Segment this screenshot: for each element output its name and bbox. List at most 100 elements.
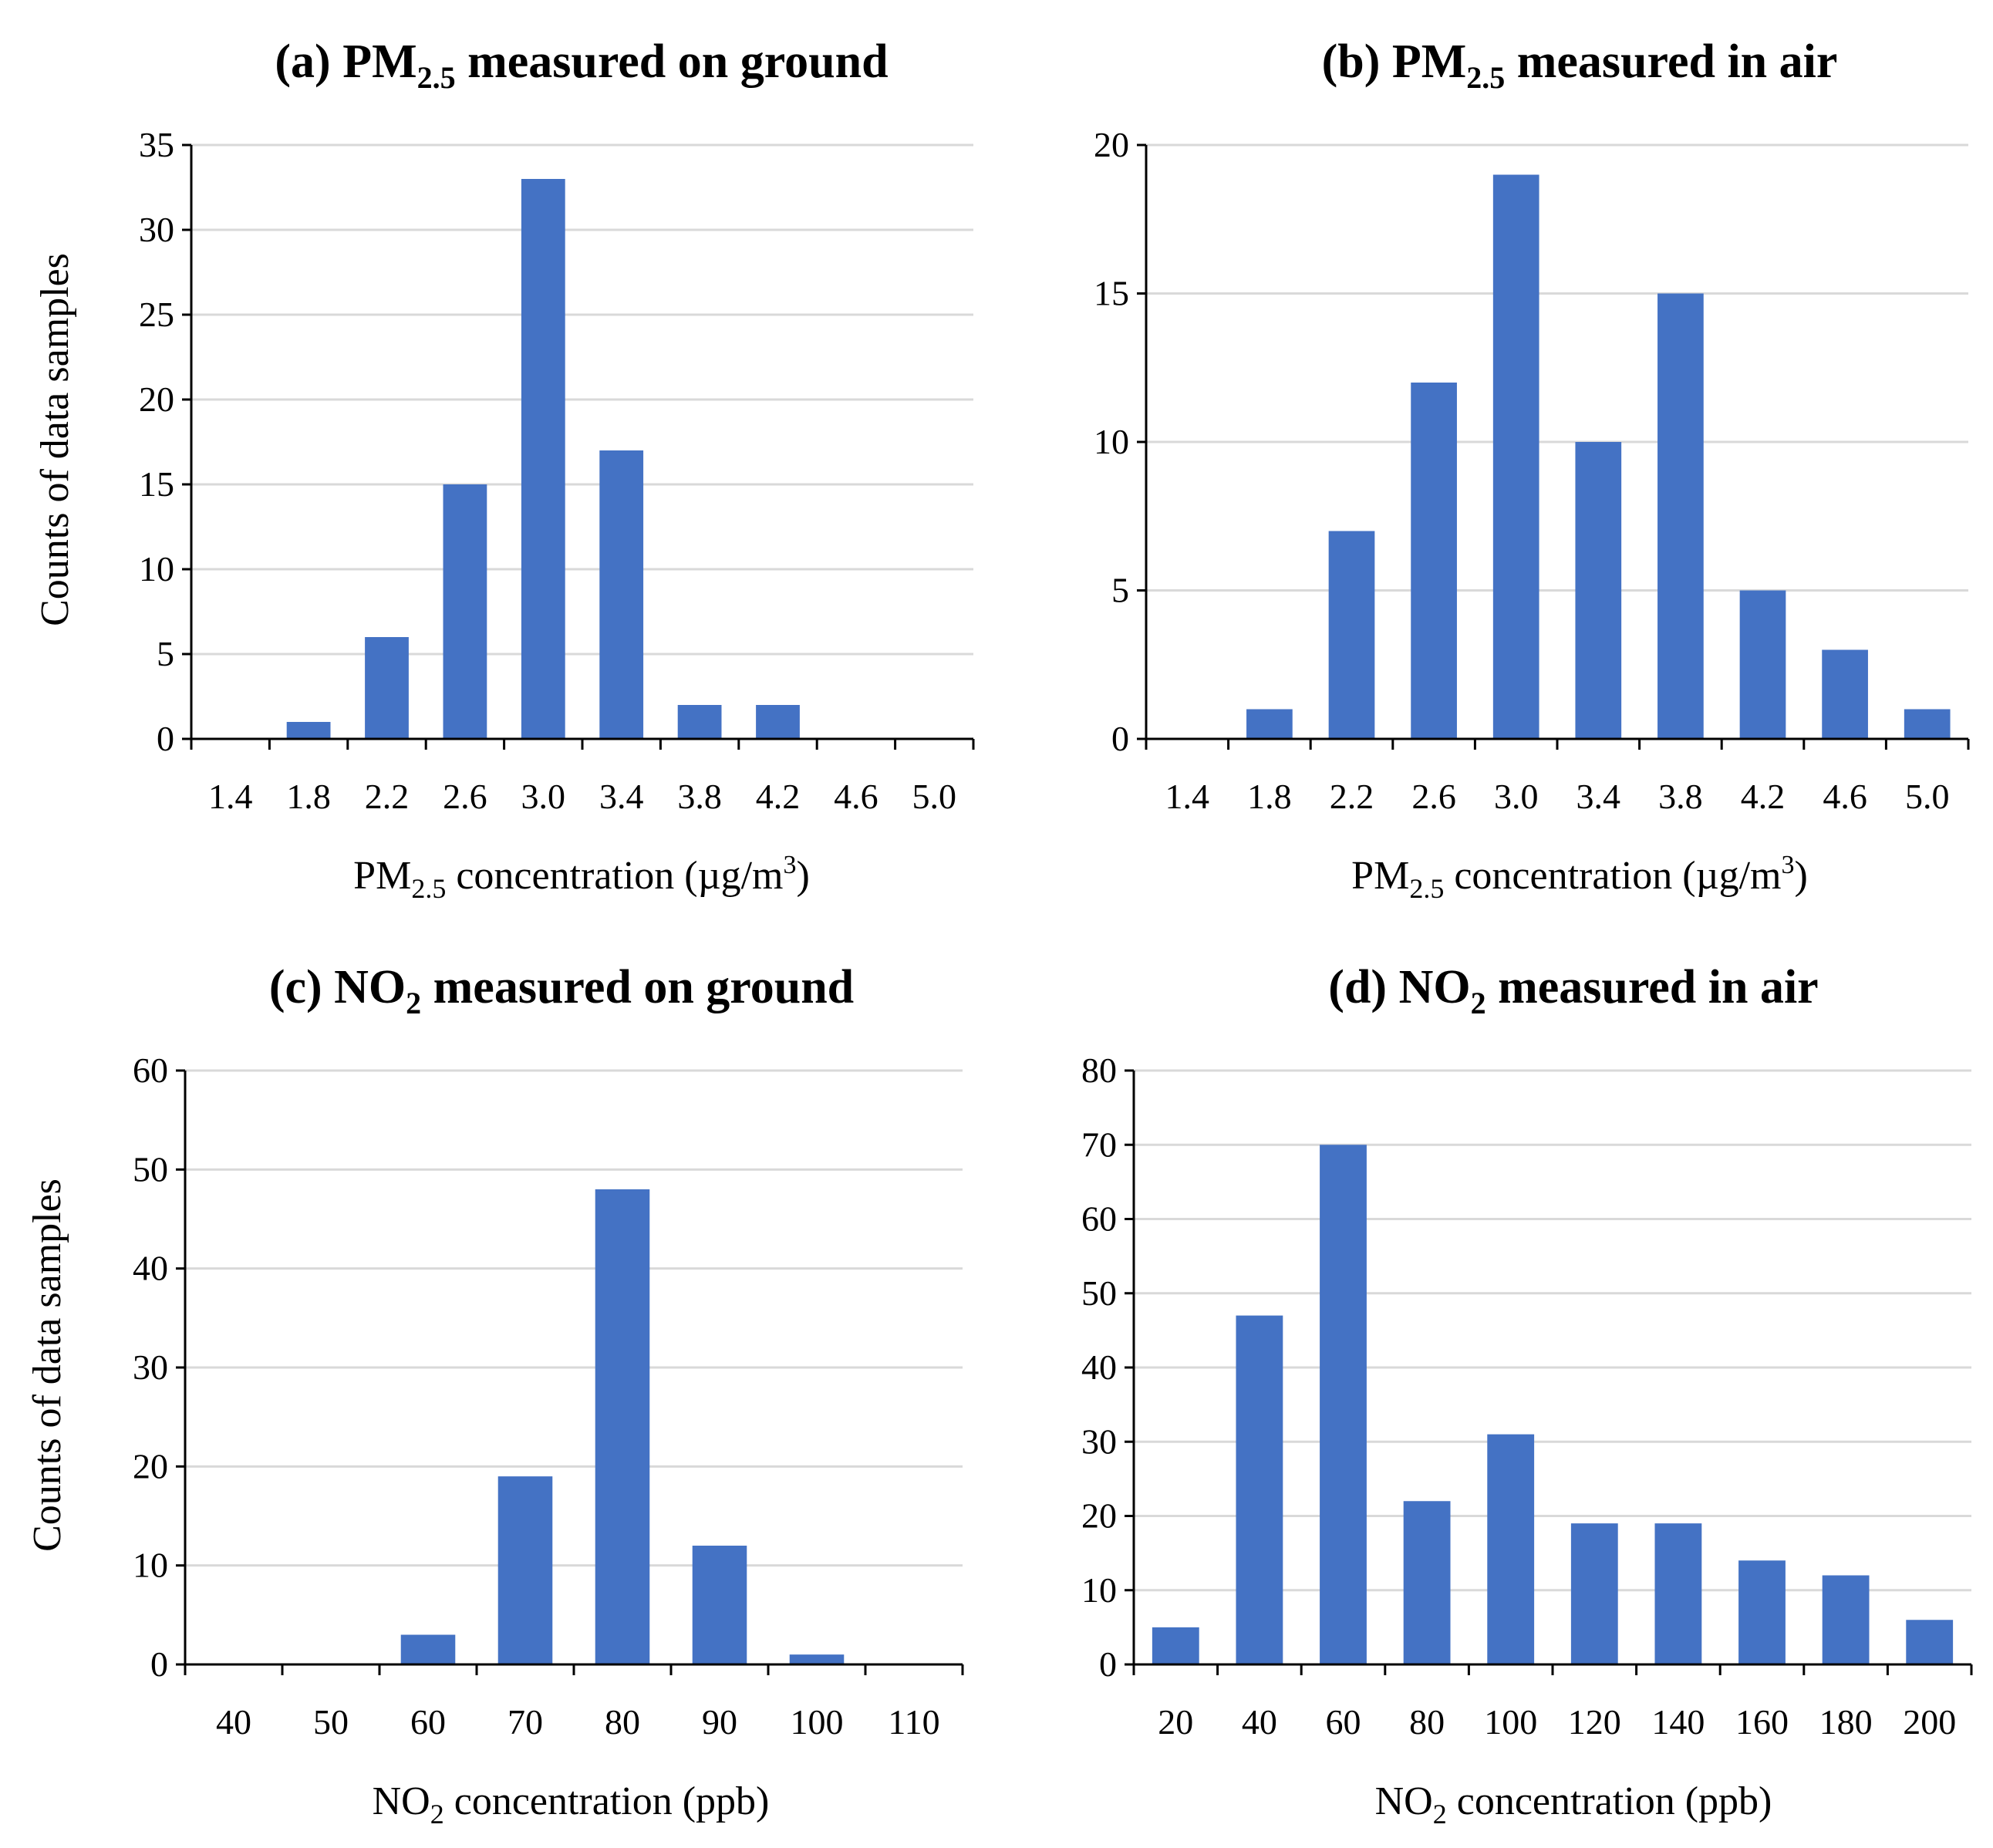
plot-area-a: 0 5 10 15 20 25 30 35 1.4 1.8 2.2 2.6 3.0 3.4 3.8 4.2 4.… bbox=[139, 125, 975, 816]
x-tick-label: 120 bbox=[1568, 1702, 1621, 1742]
y-tick-label: 80 bbox=[1081, 1050, 1117, 1090]
bar-2.6 bbox=[443, 484, 487, 739]
y-tick-label: 10 bbox=[1081, 1570, 1117, 1610]
x-axis-label-c: NO2 concentration (ppb) bbox=[373, 1779, 770, 1829]
bar-3.8 bbox=[1657, 293, 1704, 739]
x-tick-label: 90 bbox=[702, 1702, 737, 1742]
y-tick-label: 5 bbox=[157, 634, 174, 673]
y-tick-label: 60 bbox=[1081, 1199, 1117, 1239]
x-tick-label: 70 bbox=[508, 1702, 543, 1742]
y-tick-label: 20 bbox=[139, 379, 174, 419]
x-tick-label: 80 bbox=[1409, 1702, 1445, 1742]
x-tick-label: 3.4 bbox=[599, 777, 644, 816]
bar-80 bbox=[1403, 1501, 1451, 1664]
x-tick-label: 4.6 bbox=[1823, 777, 1867, 816]
chart-svg-b: (b) PM2.5 measured in air PM2.5 concentr… bbox=[1094, 35, 1970, 904]
chart-svg-a: (a) PM2.5 measured on ground Counts of d… bbox=[33, 35, 975, 904]
bar-120 bbox=[1570, 1523, 1618, 1664]
y-tick-label: 30 bbox=[1081, 1421, 1117, 1461]
y-tick-label: 10 bbox=[139, 549, 174, 588]
y-tick-label: 0 bbox=[1099, 1644, 1117, 1684]
x-tick-label: 40 bbox=[1242, 1702, 1277, 1742]
x-tick-label: 100 bbox=[1484, 1702, 1537, 1742]
bar-100 bbox=[789, 1654, 845, 1664]
x-tick-label: 60 bbox=[1326, 1702, 1361, 1742]
x-tick-label: 1.8 bbox=[286, 777, 331, 816]
y-tick-label: 50 bbox=[1081, 1273, 1117, 1313]
x-tick-label: 3.8 bbox=[677, 777, 722, 816]
bar-4.2 bbox=[1739, 590, 1786, 739]
chart-title-d: (d) NO2 measured in air bbox=[1328, 961, 1818, 1020]
y-tick-label: 70 bbox=[1081, 1125, 1117, 1164]
plot-area-d: 0 10 20 30 40 50 60 70 80 20 40 60 80 100 120 140 160 180… bbox=[1081, 1050, 1973, 1742]
x-tick-label: 2.6 bbox=[443, 777, 487, 816]
x-tick-label: 40 bbox=[216, 1702, 251, 1742]
x-tick-label: 20 bbox=[1158, 1702, 1193, 1742]
x-tick-label: 3.4 bbox=[1577, 777, 1621, 816]
y-tick-label: 5 bbox=[1111, 571, 1129, 610]
x-tick-label: 140 bbox=[1651, 1702, 1705, 1742]
x-axis-label-a: PM2.5 concentration (µg/m3) bbox=[353, 851, 810, 904]
bar-160 bbox=[1738, 1560, 1786, 1664]
y-tick-label: 10 bbox=[1094, 422, 1129, 461]
y-tick-label: 20 bbox=[133, 1446, 168, 1485]
x-tick-label: 100 bbox=[791, 1702, 844, 1742]
y-tick-label: 40 bbox=[133, 1249, 168, 1288]
chart-panel-a: (a) PM2.5 measured on ground Counts of d… bbox=[0, 0, 996, 929]
chart-title-a: (a) PM2.5 measured on ground bbox=[275, 35, 888, 95]
y-axis-label-c: Counts of data samples bbox=[25, 1179, 69, 1552]
x-tick-label: 2.2 bbox=[1330, 777, 1374, 816]
y-tick-label: 10 bbox=[133, 1546, 168, 1585]
chart-panel-b: (b) PM2.5 measured in air PM2.5 concentr… bbox=[996, 0, 1993, 929]
x-axis-label-d: NO2 concentration (ppb) bbox=[1375, 1779, 1772, 1829]
x-tick-label: 4.2 bbox=[756, 777, 801, 816]
x-tick-label: 1.4 bbox=[1165, 777, 1210, 816]
y-tick-label: 35 bbox=[139, 125, 174, 164]
x-tick-label: 80 bbox=[605, 1702, 640, 1742]
x-tick-label: 3.0 bbox=[521, 777, 566, 816]
y-tick-label: 20 bbox=[1081, 1496, 1117, 1536]
bar-3.8 bbox=[677, 705, 722, 739]
bar-3.4 bbox=[1575, 442, 1622, 739]
bar-2.2 bbox=[365, 637, 409, 739]
bar-3.0 bbox=[521, 179, 565, 739]
y-tick-label: 30 bbox=[133, 1347, 168, 1387]
y-tick-label: 0 bbox=[1111, 719, 1129, 758]
bar-100 bbox=[1487, 1434, 1535, 1664]
y-tick-label: 25 bbox=[139, 295, 174, 334]
x-tick-label: 1.4 bbox=[208, 777, 253, 816]
x-tick-label: 3.0 bbox=[1494, 777, 1539, 816]
bar-5.0 bbox=[1904, 709, 1951, 739]
x-tick-label: 50 bbox=[313, 1702, 349, 1742]
y-axis-label-a: Counts of data samples bbox=[33, 253, 77, 626]
bar-90 bbox=[692, 1546, 747, 1664]
chart-title-c: (c) NO2 measured on ground bbox=[269, 961, 854, 1020]
y-tick-label: 50 bbox=[133, 1149, 168, 1189]
y-tick-label: 15 bbox=[1094, 274, 1129, 313]
x-tick-label: 110 bbox=[888, 1702, 939, 1742]
bar-2.6 bbox=[1411, 383, 1457, 739]
x-tick-label: 180 bbox=[1819, 1702, 1873, 1742]
bar-60 bbox=[400, 1634, 456, 1664]
x-tick-label: 2.2 bbox=[365, 777, 410, 816]
bar-60 bbox=[1320, 1145, 1367, 1664]
bar-20 bbox=[1152, 1627, 1199, 1664]
x-tick-label: 2.6 bbox=[1411, 777, 1456, 816]
x-tick-label: 4.6 bbox=[834, 777, 878, 816]
chart-title-b: (b) PM2.5 measured in air bbox=[1322, 35, 1838, 95]
x-axis-label-b: PM2.5 concentration (µg/m3) bbox=[1351, 851, 1808, 904]
bar-80 bbox=[595, 1189, 650, 1664]
y-tick-label: 40 bbox=[1081, 1347, 1117, 1387]
chart-panel-d: (d) NO2 measured in air NO2 concentratio… bbox=[996, 926, 1993, 1848]
plot-area-c: 0 10 20 30 40 50 60 40 50 60 70 80 90 100 110 bbox=[133, 1050, 964, 1742]
bar-4.6 bbox=[1822, 649, 1868, 739]
y-tick-label: 30 bbox=[139, 210, 174, 249]
bar-40 bbox=[1236, 1315, 1283, 1664]
x-tick-label: 160 bbox=[1735, 1702, 1789, 1742]
x-tick-label: 4.2 bbox=[1741, 777, 1786, 816]
bar-70 bbox=[497, 1476, 553, 1664]
y-tick-label: 20 bbox=[1094, 125, 1129, 164]
bar-3.4 bbox=[599, 450, 644, 739]
bar-140 bbox=[1654, 1523, 1702, 1664]
x-tick-label: 1.8 bbox=[1247, 777, 1292, 816]
